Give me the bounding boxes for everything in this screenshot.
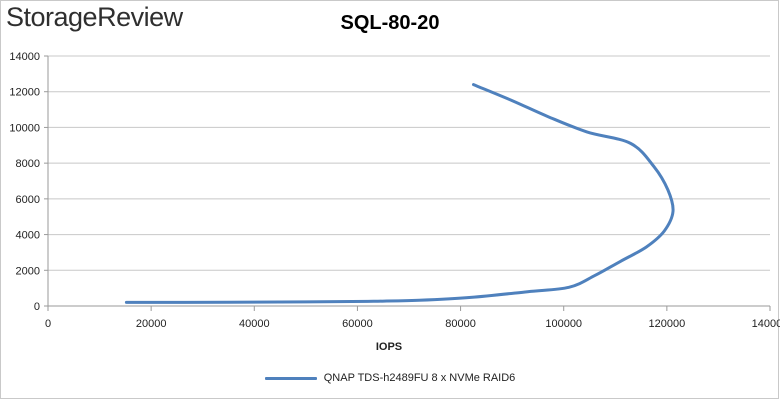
y-tick-label: 4000	[16, 230, 40, 242]
x-tick-label: 120000	[648, 318, 685, 330]
series-layer	[124, 83, 675, 304]
x-tick-label: 100000	[545, 318, 582, 330]
x-tick-label: 0	[45, 318, 51, 330]
grid-lines	[48, 55, 770, 271]
legend-label: QNAP TDS-h2489FU 8 x NVMe RAID6	[323, 372, 516, 385]
chart-title: SQL-80-20	[340, 12, 440, 34]
legend-swatch	[264, 376, 317, 380]
y-tick-label: 10000	[9, 122, 40, 134]
y-tick-label: 0	[34, 301, 40, 313]
y-tick-label: 2000	[16, 265, 40, 277]
storagereview-logo: StorageReview	[6, 2, 183, 32]
y-tick-label: 8000	[16, 158, 40, 170]
series-line	[124, 83, 675, 304]
x-tick-label: 80000	[445, 318, 476, 330]
axes	[44, 55, 771, 311]
y-tick-label: 12000	[9, 87, 40, 99]
x-tick-label: 40000	[239, 318, 270, 330]
x-tick-label: 20000	[136, 318, 167, 330]
y-tick-label: 14000	[9, 51, 40, 63]
x-axis-title: IOPS	[376, 341, 402, 353]
x-tick-label: 60000	[342, 318, 373, 330]
y-tick-label: 6000	[16, 194, 40, 206]
y-tick-labels: 0 2000 4000 6000 8000 10000 12000 14000	[9, 51, 40, 313]
legend: QNAP TDS-h2489FU 8 x NVMe RAID6	[0, 372, 780, 384]
